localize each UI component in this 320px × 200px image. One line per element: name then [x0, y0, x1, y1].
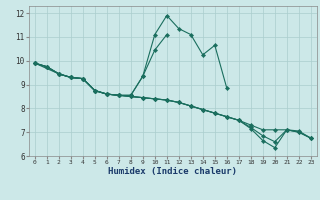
X-axis label: Humidex (Indice chaleur): Humidex (Indice chaleur) [108, 167, 237, 176]
